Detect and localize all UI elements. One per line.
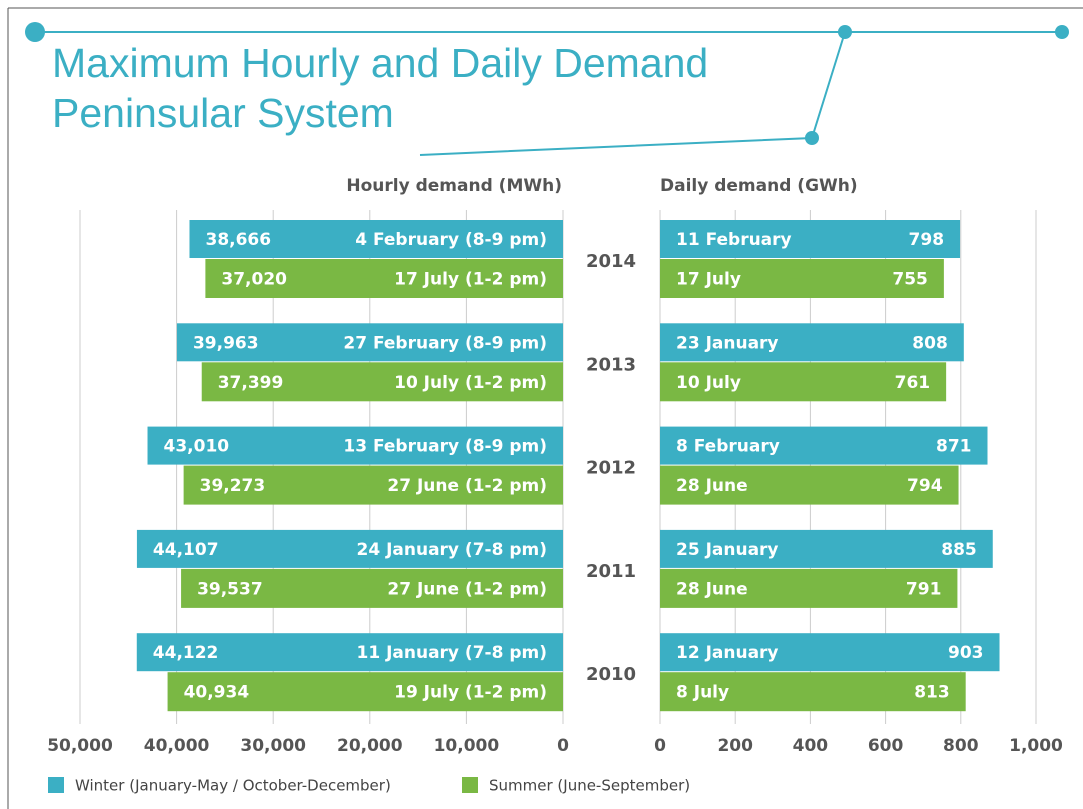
x-tick-label: 600 xyxy=(868,736,904,756)
title: Peninsular System xyxy=(52,90,394,136)
value-label: 43,010 xyxy=(164,437,230,457)
x-tick-label: 0 xyxy=(654,736,666,756)
x-tick-label: 20,000 xyxy=(337,736,403,756)
bar-label: 4 February (8-9 pm) xyxy=(355,230,547,250)
value-label: 808 xyxy=(912,333,948,353)
x-tick-label: 1,000 xyxy=(1009,736,1063,756)
bar-label: 27 June (1-2 pm) xyxy=(387,476,547,496)
bar-label: 17 July (1-2 pm) xyxy=(394,270,547,290)
bar-label: 11 January (7-8 pm) xyxy=(357,643,548,663)
value-label: 44,107 xyxy=(153,540,219,560)
x-tick-label: 10,000 xyxy=(434,736,500,756)
bar-label: 27 June (1-2 pm) xyxy=(387,579,547,599)
bar-label: 13 February (8-9 pm) xyxy=(343,437,547,457)
bar-label: 23 January xyxy=(676,333,779,353)
bar xyxy=(660,323,964,362)
value-label: 798 xyxy=(909,230,945,250)
category-label: 2011 xyxy=(586,561,636,582)
bar xyxy=(136,529,563,568)
value-label: 791 xyxy=(906,579,942,599)
x-tick-label: 40,000 xyxy=(144,736,210,756)
category-label: 2013 xyxy=(586,354,636,375)
category-label: 2010 xyxy=(586,664,636,685)
value-label: 40,934 xyxy=(184,683,250,703)
value-label: 813 xyxy=(914,683,950,703)
bar-label: 8 February xyxy=(676,437,780,457)
bar xyxy=(167,672,563,712)
category-label: 2014 xyxy=(586,251,636,272)
legend-label: Winter (January-May / October-December) xyxy=(75,777,391,795)
bar xyxy=(660,220,961,258)
bar xyxy=(660,362,947,402)
bar xyxy=(660,465,959,505)
deco-dot xyxy=(25,22,45,42)
value-label: 885 xyxy=(941,540,977,560)
bar xyxy=(660,426,988,465)
title: Maximum Hourly and Daily Demand xyxy=(52,40,708,86)
x-tick-label: 400 xyxy=(793,736,829,756)
x-tick-label: 800 xyxy=(943,736,979,756)
value-label: 39,273 xyxy=(200,476,266,496)
deco-dot xyxy=(1055,25,1069,39)
deco-dot xyxy=(838,25,852,39)
bar xyxy=(147,426,563,465)
bar-label: 25 January xyxy=(676,540,779,560)
value-label: 37,020 xyxy=(221,270,287,290)
x-tick-label: 0 xyxy=(557,736,569,756)
deco-dot xyxy=(805,131,819,145)
value-label: 903 xyxy=(948,643,984,663)
bar-label: 27 February (8-9 pm) xyxy=(343,333,547,353)
axis-title: Daily demand (GWh) xyxy=(660,176,858,196)
bar xyxy=(660,259,944,298)
bar-label: 10 July (1-2 pm) xyxy=(394,373,547,393)
value-label: 761 xyxy=(895,373,931,393)
decoration-dots xyxy=(25,22,1069,145)
value-label: 38,666 xyxy=(205,230,271,250)
bar xyxy=(176,323,564,362)
value-label: 794 xyxy=(907,476,943,496)
x-tick-label: 200 xyxy=(717,736,753,756)
bar xyxy=(181,568,564,608)
value-label: 39,963 xyxy=(193,333,259,353)
bar xyxy=(660,672,966,712)
legend-swatch xyxy=(48,777,64,793)
bar-label: 28 June xyxy=(676,476,748,496)
legend-swatch xyxy=(462,777,478,793)
category-label: 2012 xyxy=(586,458,636,479)
axis-title: Hourly demand (MWh) xyxy=(346,176,562,196)
bar-label: 17 July xyxy=(676,270,741,290)
bar-label: 24 January (7-8 pm) xyxy=(357,540,548,560)
bar xyxy=(660,568,958,608)
bar-label: 12 January xyxy=(676,643,779,663)
value-label: 44,122 xyxy=(153,643,219,663)
x-tick-label: 50,000 xyxy=(47,736,113,756)
bar-label: 8 July xyxy=(676,683,729,703)
bar xyxy=(189,220,563,258)
bar-label: 28 June xyxy=(676,579,748,599)
value-label: 871 xyxy=(936,437,972,457)
value-label: 755 xyxy=(892,270,928,290)
bar-label: 19 July (1-2 pm) xyxy=(394,683,547,703)
bar xyxy=(201,362,564,402)
bar-label: 11 February xyxy=(676,230,792,250)
bar xyxy=(183,465,564,505)
bar xyxy=(660,633,1000,672)
bar xyxy=(136,633,563,672)
legend-label: Summer (June-September) xyxy=(489,777,690,795)
value-label: 37,399 xyxy=(218,373,284,393)
bar-label: 10 July xyxy=(676,373,741,393)
bar xyxy=(205,259,564,298)
x-tick-label: 30,000 xyxy=(240,736,306,756)
bar xyxy=(660,529,993,568)
value-label: 39,537 xyxy=(197,579,263,599)
